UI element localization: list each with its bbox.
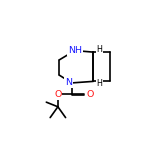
Text: H: H [96, 79, 102, 88]
Text: NH: NH [68, 46, 82, 55]
Text: N: N [65, 78, 72, 87]
Text: O: O [86, 90, 94, 99]
Text: H: H [96, 45, 102, 54]
Text: O: O [54, 90, 62, 99]
